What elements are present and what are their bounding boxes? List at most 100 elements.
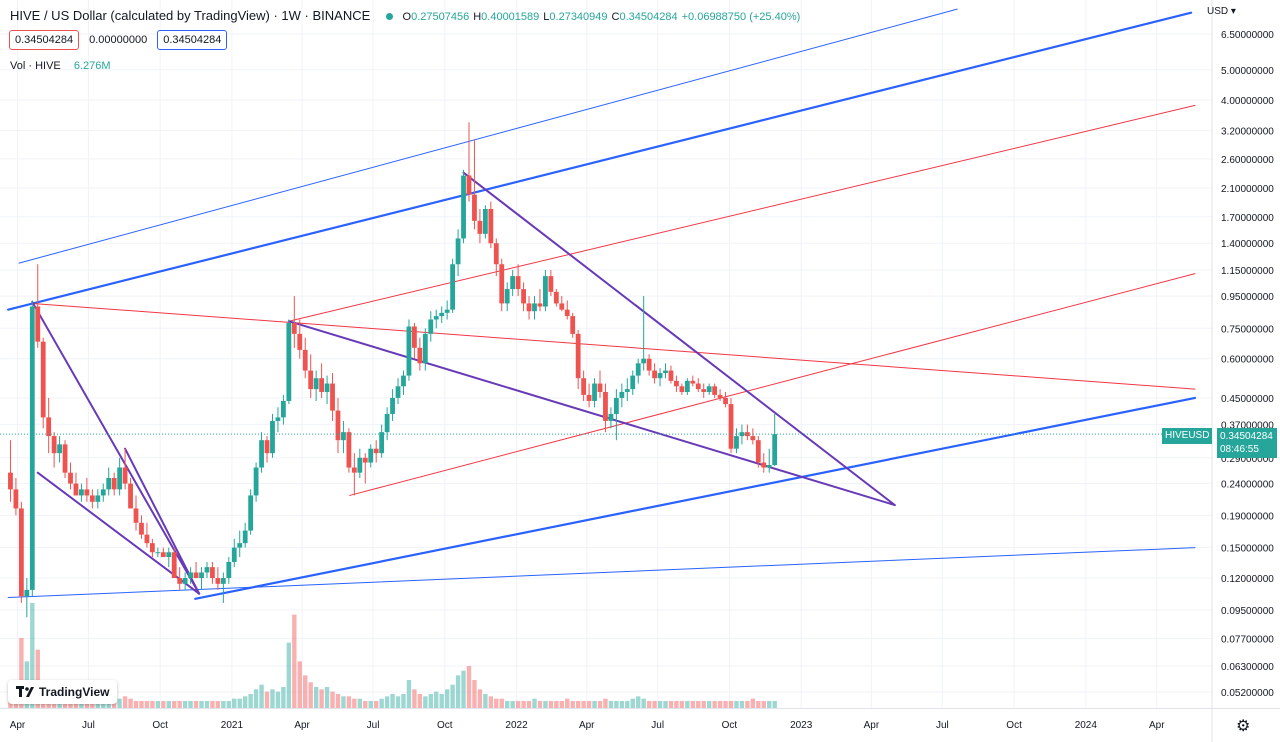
candle-body: [570, 316, 576, 334]
candle-body: [395, 386, 401, 398]
candle-body: [210, 567, 215, 579]
chevron-down-icon: ▾: [1230, 6, 1236, 17]
last-price-label: 0.34504284 08:46:55: [1217, 428, 1277, 458]
candle-body: [608, 413, 614, 421]
candle-body: [51, 436, 57, 454]
volume-bar: [406, 680, 412, 708]
candle-body: [128, 483, 133, 509]
candle-body: [679, 386, 685, 392]
candle-body: [450, 264, 456, 310]
volume-bar: [122, 696, 128, 708]
time-tick-label: Apr: [579, 720, 595, 731]
candle-body: [706, 386, 712, 392]
candle-body: [362, 457, 368, 463]
volume-bar: [79, 701, 84, 708]
volume-bar: [286, 642, 292, 708]
candle-body: [499, 264, 505, 304]
candle-body: [695, 383, 701, 390]
volume-bar: [384, 696, 390, 708]
volume-bar: [723, 701, 728, 708]
candle-body: [373, 448, 379, 454]
volume-bar: [368, 701, 373, 708]
time-tick-label: 2021: [221, 720, 244, 731]
candle-body: [684, 380, 690, 392]
candle-body: [89, 495, 95, 502]
long-support-thin-line: [7, 547, 1196, 599]
candle-body: [461, 175, 466, 239]
wedge-left-side-line: [124, 447, 201, 595]
candle-body: [106, 478, 112, 490]
candle-body: [761, 462, 767, 468]
currency-selector[interactable]: USD ▾: [1207, 6, 1236, 17]
volume-bar: [581, 701, 586, 708]
volume-bar: [734, 701, 739, 708]
volume-bar: [657, 701, 663, 708]
candle-body: [275, 417, 281, 421]
candle-body: [264, 440, 270, 454]
candle-body: [40, 341, 46, 418]
candle-body: [472, 194, 477, 221]
volume-bar: [303, 675, 308, 708]
candle-body: [117, 467, 123, 490]
candle-body: [95, 495, 101, 502]
candle-body: [439, 312, 445, 317]
volume-bar: [73, 701, 79, 708]
candle-body: [84, 489, 90, 496]
candle-body: [308, 370, 314, 390]
candle-body: [68, 472, 73, 484]
price-tick-label: 0.05200000: [1221, 688, 1274, 699]
candle-body: [357, 457, 363, 473]
buy-price-box[interactable]: 0.34504284: [157, 30, 228, 50]
volume-bar: [565, 698, 570, 708]
volume-bar: [292, 614, 297, 708]
volume-bar: [466, 666, 472, 708]
volume-bar: [526, 701, 532, 708]
time-tick-label: Oct: [152, 720, 168, 731]
volume-bar: [417, 694, 423, 708]
ohlc-key: H: [473, 11, 482, 23]
candle-body: [144, 534, 150, 544]
symbol-title[interactable]: HIVE / US Dollar (calculated by TradingV…: [10, 8, 371, 23]
tradingview-logo[interactable]: TradingView: [8, 680, 118, 704]
sell-price-box[interactable]: 0.34504284: [9, 30, 80, 50]
gear-icon[interactable]: ⚙: [1236, 718, 1251, 735]
time-tick-label: Jul: [651, 720, 664, 731]
candle-body: [728, 404, 734, 449]
price-tick-label: 2.60000000: [1221, 155, 1274, 166]
candle-body: [493, 243, 499, 265]
candle-body: [455, 238, 461, 265]
candle-body: [149, 543, 155, 553]
volume-bar: [444, 689, 450, 708]
volume-bar: [488, 696, 494, 708]
volume-legend[interactable]: Vol · HIVE 6.276M: [10, 60, 111, 72]
wedge-left-top-line: [31, 300, 201, 595]
time-tick-label: Apr: [864, 720, 880, 731]
candle-body: [379, 432, 385, 454]
volume-bar: [242, 696, 248, 708]
candle-body: [330, 383, 335, 411]
candle-body: [297, 333, 303, 350]
volume-bar: [548, 701, 554, 708]
candle-body: [657, 373, 663, 379]
channel-top-thin-line: [18, 8, 958, 264]
volume-bar: [499, 698, 504, 708]
candle-body: [428, 319, 434, 334]
candle-body: [215, 578, 221, 584]
volume-bar: [188, 701, 193, 708]
volume-bar: [532, 698, 537, 708]
candle-body: [766, 465, 772, 468]
volume-bar: [696, 701, 701, 708]
candle-body: [422, 333, 428, 364]
wedge-right-top-line: [462, 171, 896, 507]
volume-bar: [341, 696, 346, 708]
candle-body: [537, 303, 543, 307]
volume-bar: [603, 698, 608, 708]
price-tick-label: 2.10000000: [1221, 184, 1274, 195]
candle-body: [242, 530, 248, 544]
volume-bar: [232, 698, 237, 708]
time-tick-label: Oct: [1006, 720, 1022, 731]
volume-bar: [575, 701, 581, 708]
volume-label: Vol · HIVE: [10, 60, 61, 72]
red-descending-line: [31, 302, 1196, 390]
